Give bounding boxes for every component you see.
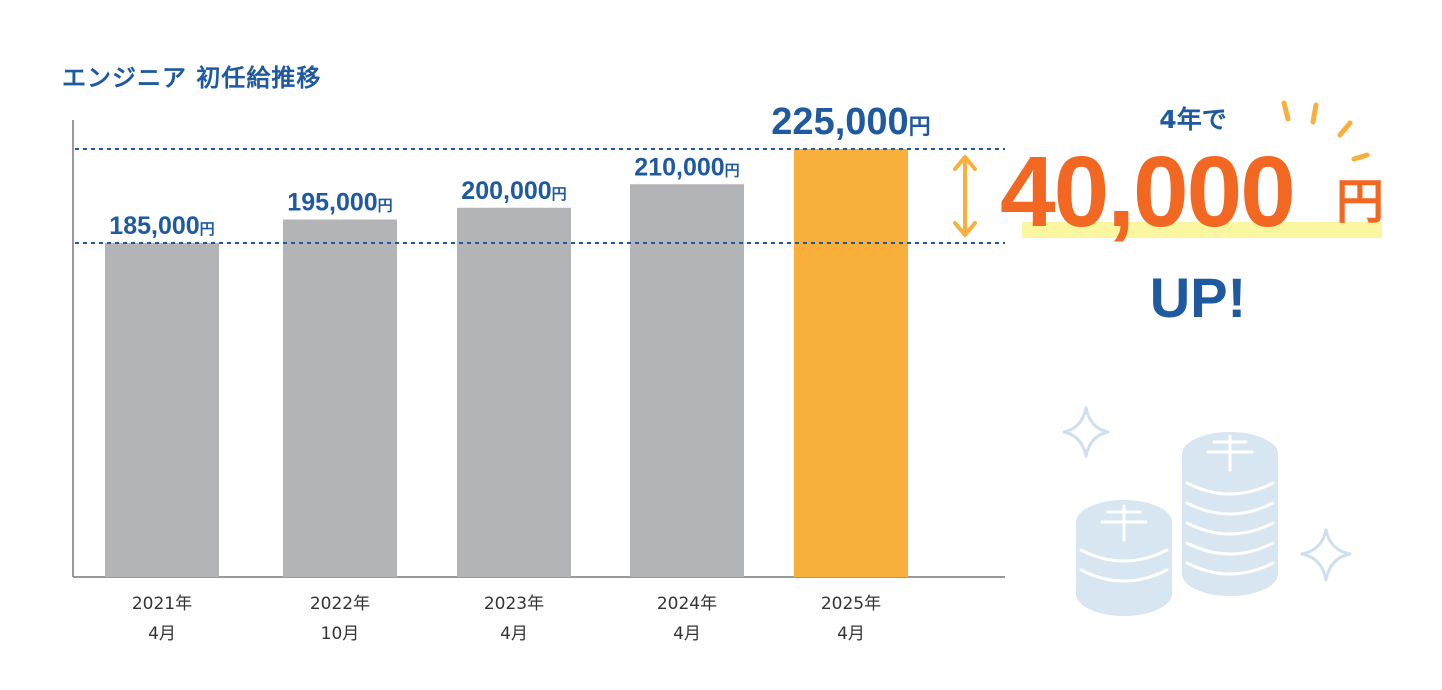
data-label: 210,000円: [634, 153, 739, 181]
callout-amount: 40,000: [1000, 136, 1296, 248]
bar: [457, 207, 571, 577]
data-label: 195,000円: [287, 189, 392, 217]
tick-label-year: 2024年: [657, 594, 717, 614]
bar: [794, 149, 908, 577]
bar: [283, 219, 397, 577]
tick-label-year: 2021年: [132, 594, 192, 614]
tick-label-year: 2023年: [484, 594, 544, 614]
callout-unit: 円: [1336, 174, 1385, 230]
arrow-head-up: [953, 155, 977, 171]
data-label: 225,000円: [771, 101, 930, 143]
bar: [105, 243, 219, 577]
tick-label-month: 4月: [148, 624, 176, 644]
chart-title: エンジニア 初任給推移: [62, 64, 322, 92]
tick-label-year: 2025年: [821, 594, 881, 614]
arrow-head-down: [953, 221, 977, 237]
tick-label-month: 4月: [837, 624, 865, 644]
tick-label-month: 10月: [321, 624, 360, 644]
tick-label-year: 2022年: [310, 594, 370, 614]
callout-suffix: UP!: [1149, 266, 1247, 329]
tick-label-month: 4月: [500, 624, 528, 644]
data-label: 200,000円: [461, 177, 566, 205]
bar-chart: 185,000円 195,000円 200,000円 210,000円 225,000円…: [72, 101, 1005, 644]
coin-stack-icon: [1062, 406, 1352, 616]
bar: [630, 184, 744, 577]
tick-label-month: 4月: [673, 624, 701, 644]
sparkle-lines-icon: [1281, 100, 1370, 162]
data-label: 185,000円: [109, 212, 214, 240]
callout-highlight: [1022, 222, 1382, 238]
callout-prefix: 4年で: [1159, 105, 1227, 134]
